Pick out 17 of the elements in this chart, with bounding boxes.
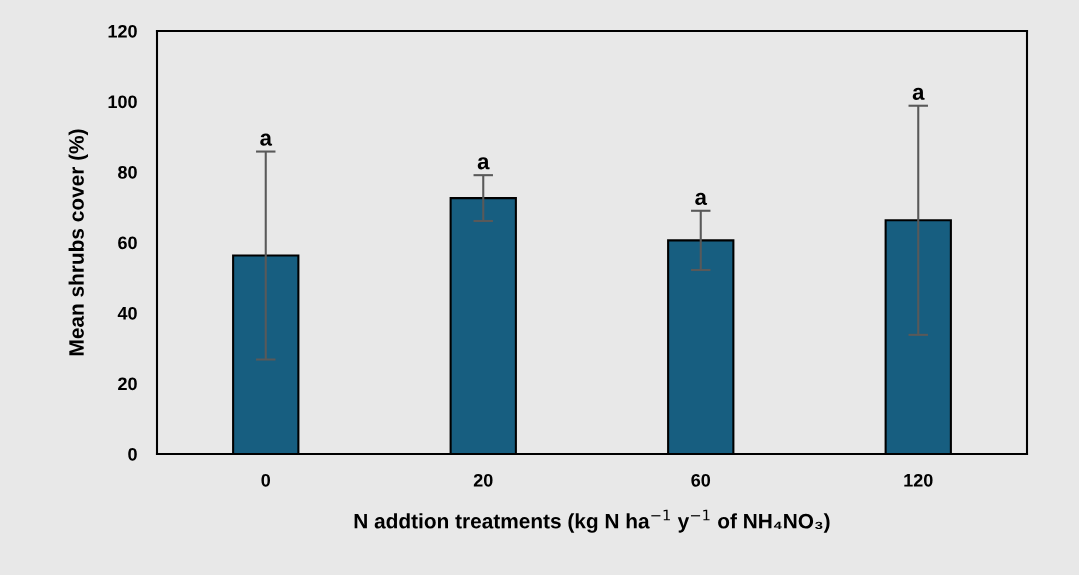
y-tick-label: 0: [128, 447, 137, 461]
x-axis-title: N addtion treatments (kg N ha$^{−1}$ y$^{−1}$ of NH₄NO₃): [354, 509, 830, 533]
y-tick-label: 80: [118, 165, 137, 179]
annotation: a: [912, 87, 925, 100]
y-tick-label: 60: [118, 236, 137, 250]
x-tick-label: 20: [473, 473, 493, 487]
y-tick-label: 100: [108, 95, 137, 109]
x-tick-label: 60: [691, 473, 711, 487]
annotation: a: [695, 192, 708, 205]
y-tick-label: 120: [108, 24, 137, 38]
y-axis-title: Mean shrubs cover (%): [68, 129, 88, 356]
y-tick-label: 20: [118, 377, 137, 391]
x-tick-label: 120: [904, 473, 933, 487]
y-tick-label: 40: [117, 306, 137, 320]
x-tick-label: 0: [261, 473, 271, 487]
annotation: a: [260, 133, 273, 146]
annotation: a: [477, 157, 490, 170]
